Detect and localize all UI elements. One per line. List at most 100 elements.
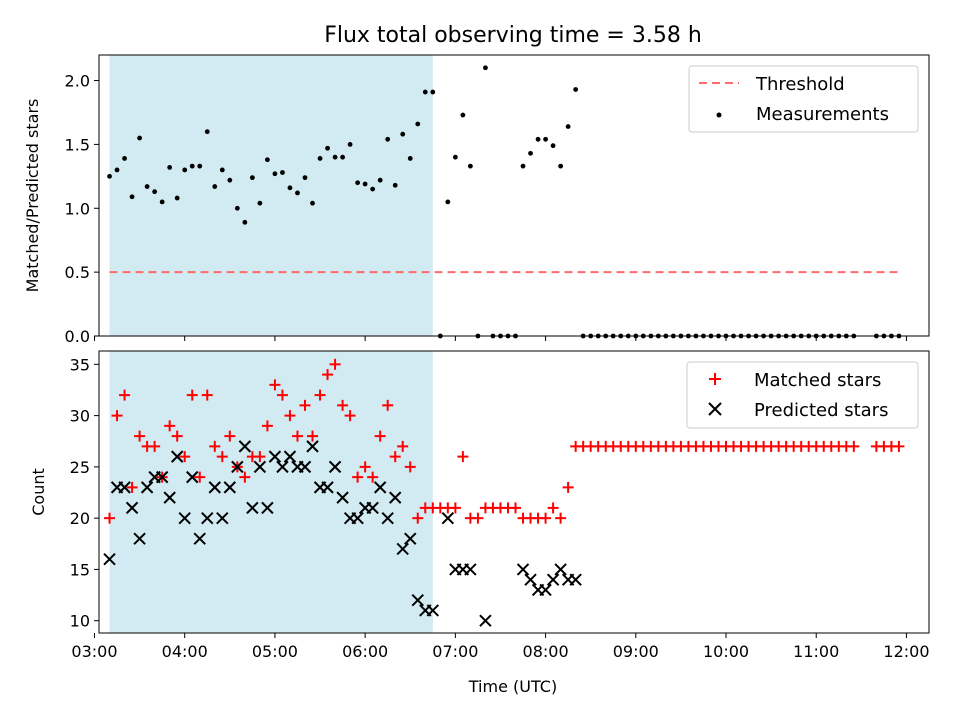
measurement-point	[573, 87, 579, 92]
measurement-point	[129, 194, 135, 200]
predicted-star-marker	[524, 573, 537, 586]
measurement-point	[310, 200, 315, 206]
predicted-star-marker	[170, 450, 184, 463]
matched-star-marker	[359, 461, 371, 473]
predicted-star-marker	[306, 440, 319, 453]
matched-star-marker	[547, 502, 559, 514]
matched-star-marker	[261, 420, 273, 432]
measurement-point	[152, 189, 158, 195]
ratio-panel: 0.00.51.01.52.0 Matched/Predicted stars …	[23, 54, 930, 346]
measurement-point	[467, 163, 473, 169]
matched-star-marker	[254, 451, 266, 463]
count-xtick-label: 08:00	[523, 642, 569, 661]
legend-measurements-label: Measurements	[756, 104, 889, 125]
matched-star-marker	[329, 358, 341, 370]
predicted-star-marker	[539, 583, 552, 597]
measurement-point	[114, 167, 120, 173]
measurement-point	[422, 89, 428, 95]
matched-star-marker	[397, 440, 409, 452]
measurement-point	[272, 171, 278, 177]
count-panel: 10 15 20 25 30 35 03:00 04:00 05:00 06:00 07:00 08…	[29, 350, 930, 696]
predicted-star-marker	[246, 501, 259, 515]
predicted-star-marker	[351, 511, 364, 525]
measurement-point	[167, 165, 173, 170]
matched-star-marker	[374, 430, 386, 442]
count-xtick-label: 11:00	[793, 642, 839, 661]
matched-star-marker	[224, 430, 236, 442]
ratio-legend: Threshold Measurements	[688, 65, 919, 133]
measurement-point	[219, 167, 225, 173]
matched-star-marker	[389, 451, 401, 463]
count-y-axis-label: Count	[29, 468, 48, 516]
ratio-shaded-region	[109, 55, 433, 336]
measurement-point	[558, 163, 564, 169]
predicted-star-marker	[389, 491, 402, 504]
predicted-star-marker	[216, 511, 229, 525]
measurement-point	[144, 184, 150, 189]
legend-matched-swatch	[709, 373, 721, 385]
matched-star-marker	[201, 389, 213, 401]
measurement-point	[287, 185, 293, 191]
matched-star-marker	[284, 410, 296, 422]
count-ytick-label: 20	[70, 509, 90, 528]
matched-star-marker	[216, 451, 228, 463]
measurement-point	[407, 156, 413, 161]
measurement-point	[159, 199, 165, 205]
matched-star-marker	[134, 430, 146, 442]
predicted-star-marker	[276, 460, 289, 474]
matched-star-marker	[119, 389, 131, 401]
count-xtick-label: 07:00	[432, 642, 478, 661]
measurement-point	[295, 190, 300, 196]
ratio-ytick-label: 1.5	[65, 135, 90, 154]
matched-star-marker	[186, 389, 198, 401]
matched-star-marker	[404, 461, 416, 473]
matched-star-marker	[104, 512, 116, 524]
legend-threshold-label: Threshold	[755, 74, 845, 95]
matched-star-marker	[382, 399, 394, 411]
predicted-star-marker	[381, 511, 394, 525]
measurement-point	[460, 112, 466, 118]
count-xtick-label: 06:00	[342, 642, 388, 661]
predicted-star-marker	[261, 501, 274, 515]
predicted-star-marker	[118, 481, 131, 494]
predicted-star-marker	[426, 604, 440, 617]
count-ytick-label: 10	[70, 612, 90, 631]
matched-star-marker	[344, 410, 356, 422]
matched-star-marker	[314, 389, 326, 401]
matched-star-marker	[149, 440, 161, 452]
predicted-star-marker	[396, 542, 409, 556]
matched-star-marker	[194, 471, 206, 483]
legend-predicted-swatch	[708, 402, 722, 416]
measurement-point	[204, 129, 210, 135]
matched-star-marker	[171, 430, 183, 442]
legend-matched-label: Matched stars	[754, 370, 881, 391]
predicted-star-marker	[516, 563, 530, 576]
legend-predicted-label: Predicted stars	[754, 400, 888, 421]
predicted-star-marker	[253, 460, 267, 474]
predicted-star-marker	[193, 532, 206, 545]
predicted-star-marker	[268, 450, 282, 463]
predicted-star-marker	[441, 511, 455, 525]
measurement-point	[189, 163, 195, 169]
predicted-star-marker	[411, 593, 424, 607]
measurement-point	[107, 173, 112, 179]
matched-star-marker	[449, 502, 461, 514]
x-axis-label: Time (UTC)	[468, 677, 557, 696]
measurement-point	[257, 200, 263, 206]
predicted-star-marker	[103, 552, 116, 566]
count-ytick-label: 30	[70, 407, 90, 426]
predicted-star-marker	[231, 460, 244, 474]
measurement-point	[370, 186, 376, 192]
predicted-star-marker	[283, 450, 297, 463]
predicted-star-marker	[554, 563, 567, 576]
ratio-ytick-label: 2.0	[65, 72, 90, 91]
ratio-axes-frame	[98, 54, 930, 337]
matched-star-marker	[269, 379, 281, 391]
measurement-point	[340, 154, 345, 160]
count-ytick-label: 25	[70, 458, 90, 477]
predicted-star-marker	[328, 460, 342, 474]
measurement-point	[535, 136, 541, 142]
matched-star-marker	[540, 512, 552, 524]
matched-star-marker	[307, 430, 319, 442]
ratio-ytick-label: 0.5	[65, 263, 90, 282]
